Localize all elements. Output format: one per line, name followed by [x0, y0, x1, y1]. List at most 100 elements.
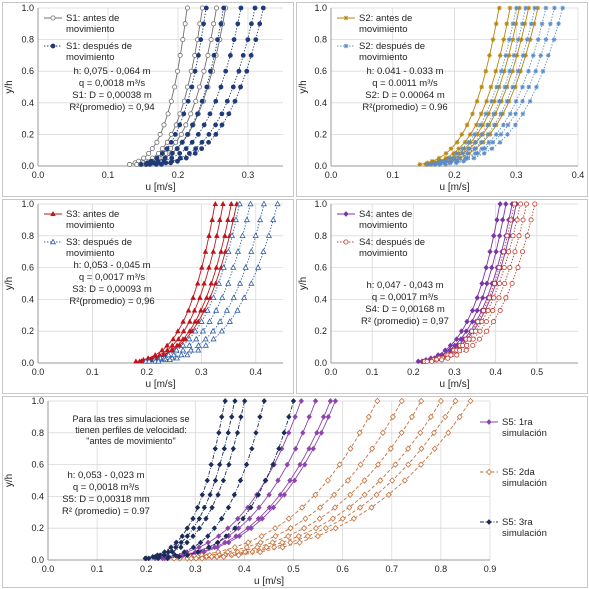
data-point	[231, 491, 238, 498]
data-point	[443, 162, 448, 167]
data-point	[488, 264, 495, 271]
data-point	[302, 515, 309, 522]
data-point	[222, 232, 228, 238]
y-tick-label: 0.0	[314, 358, 327, 368]
annotation-line: R² (promedio) = 0.97	[62, 506, 150, 517]
data-point	[213, 307, 220, 313]
data-point	[201, 122, 207, 128]
data-point	[493, 132, 499, 137]
data-point	[246, 515, 253, 522]
data-point	[489, 146, 495, 151]
data-point	[510, 84, 516, 90]
legend-label: S5: 3ra	[502, 517, 533, 528]
data-point	[285, 515, 292, 522]
data-point	[312, 398, 319, 404]
data-point	[556, 21, 561, 27]
data-point	[172, 552, 178, 559]
data-point	[201, 504, 208, 511]
data-point	[470, 111, 475, 117]
y-tick-label: 1.0	[314, 3, 327, 13]
data-point	[361, 477, 368, 484]
data-point	[254, 264, 262, 270]
x-tick-label: 0.3	[189, 564, 202, 574]
data-point	[442, 413, 449, 421]
data-point	[206, 131, 212, 137]
annotation-line: h: 0.041 - 0.033 m	[366, 66, 443, 77]
y-tick-label: 0.2	[31, 523, 44, 533]
data-point	[515, 265, 521, 271]
data-point	[454, 151, 459, 156]
data-point	[208, 68, 213, 74]
series-line	[146, 400, 236, 559]
annotation-line: R²(promedio) = 0.96	[362, 102, 447, 113]
note-line: tienen perfiles de velocidad:	[75, 425, 187, 435]
legend-marker	[343, 239, 349, 245]
data-point	[241, 398, 248, 404]
data-point	[493, 21, 499, 27]
data-point	[530, 53, 536, 58]
data-point	[418, 397, 425, 405]
data-point	[252, 5, 258, 11]
data-point	[247, 200, 254, 207]
data-point	[350, 515, 357, 522]
data-point	[475, 151, 481, 156]
data-point	[220, 200, 226, 207]
data-point	[560, 5, 566, 11]
data-point	[259, 515, 265, 522]
data-point	[494, 84, 500, 90]
data-point	[174, 146, 180, 152]
data-point	[194, 504, 201, 511]
data-point	[253, 37, 259, 42]
data-point	[467, 132, 473, 137]
data-point	[173, 139, 179, 145]
y-tick-label: 0.8	[21, 231, 34, 241]
data-point	[187, 346, 194, 353]
data-point	[185, 98, 191, 104]
data-point	[219, 122, 225, 128]
data-point	[517, 5, 522, 11]
data-point	[189, 139, 195, 145]
data-point	[155, 357, 162, 364]
data-point	[257, 216, 264, 223]
data-point	[461, 158, 467, 164]
data-point	[418, 461, 424, 468]
legend-label: S2: después de	[359, 41, 425, 52]
data-point	[213, 131, 219, 137]
data-point	[180, 37, 186, 43]
data-point	[526, 84, 532, 90]
data-point	[520, 111, 526, 117]
x-tick-label: 0.3	[448, 367, 461, 377]
data-point	[178, 544, 184, 551]
y-tick-label: 0.0	[31, 555, 44, 565]
data-point	[482, 146, 488, 151]
annotation-line: S5: D = 0,00318 mm	[62, 494, 149, 505]
data-point	[168, 131, 174, 137]
data-point	[534, 84, 539, 90]
data-point	[501, 249, 507, 255]
data-point	[165, 351, 172, 358]
data-point	[487, 248, 493, 255]
data-point	[206, 264, 212, 270]
data-point	[249, 445, 255, 452]
data-point	[507, 265, 513, 271]
data-point	[503, 53, 509, 58]
series-s3-2	[142, 200, 281, 364]
data-point	[190, 533, 196, 540]
data-point	[408, 413, 415, 421]
data-point	[230, 294, 237, 301]
data-point	[533, 68, 539, 74]
data-point	[248, 504, 254, 511]
data-point	[257, 539, 264, 546]
data-point	[456, 146, 462, 151]
data-point	[469, 318, 476, 325]
data-point	[472, 151, 478, 156]
data-point	[198, 264, 205, 270]
data-point	[230, 445, 237, 452]
data-point	[179, 346, 187, 353]
data-point	[345, 477, 351, 484]
data-point	[339, 515, 346, 522]
data-point	[347, 491, 354, 498]
data-point	[225, 429, 231, 436]
